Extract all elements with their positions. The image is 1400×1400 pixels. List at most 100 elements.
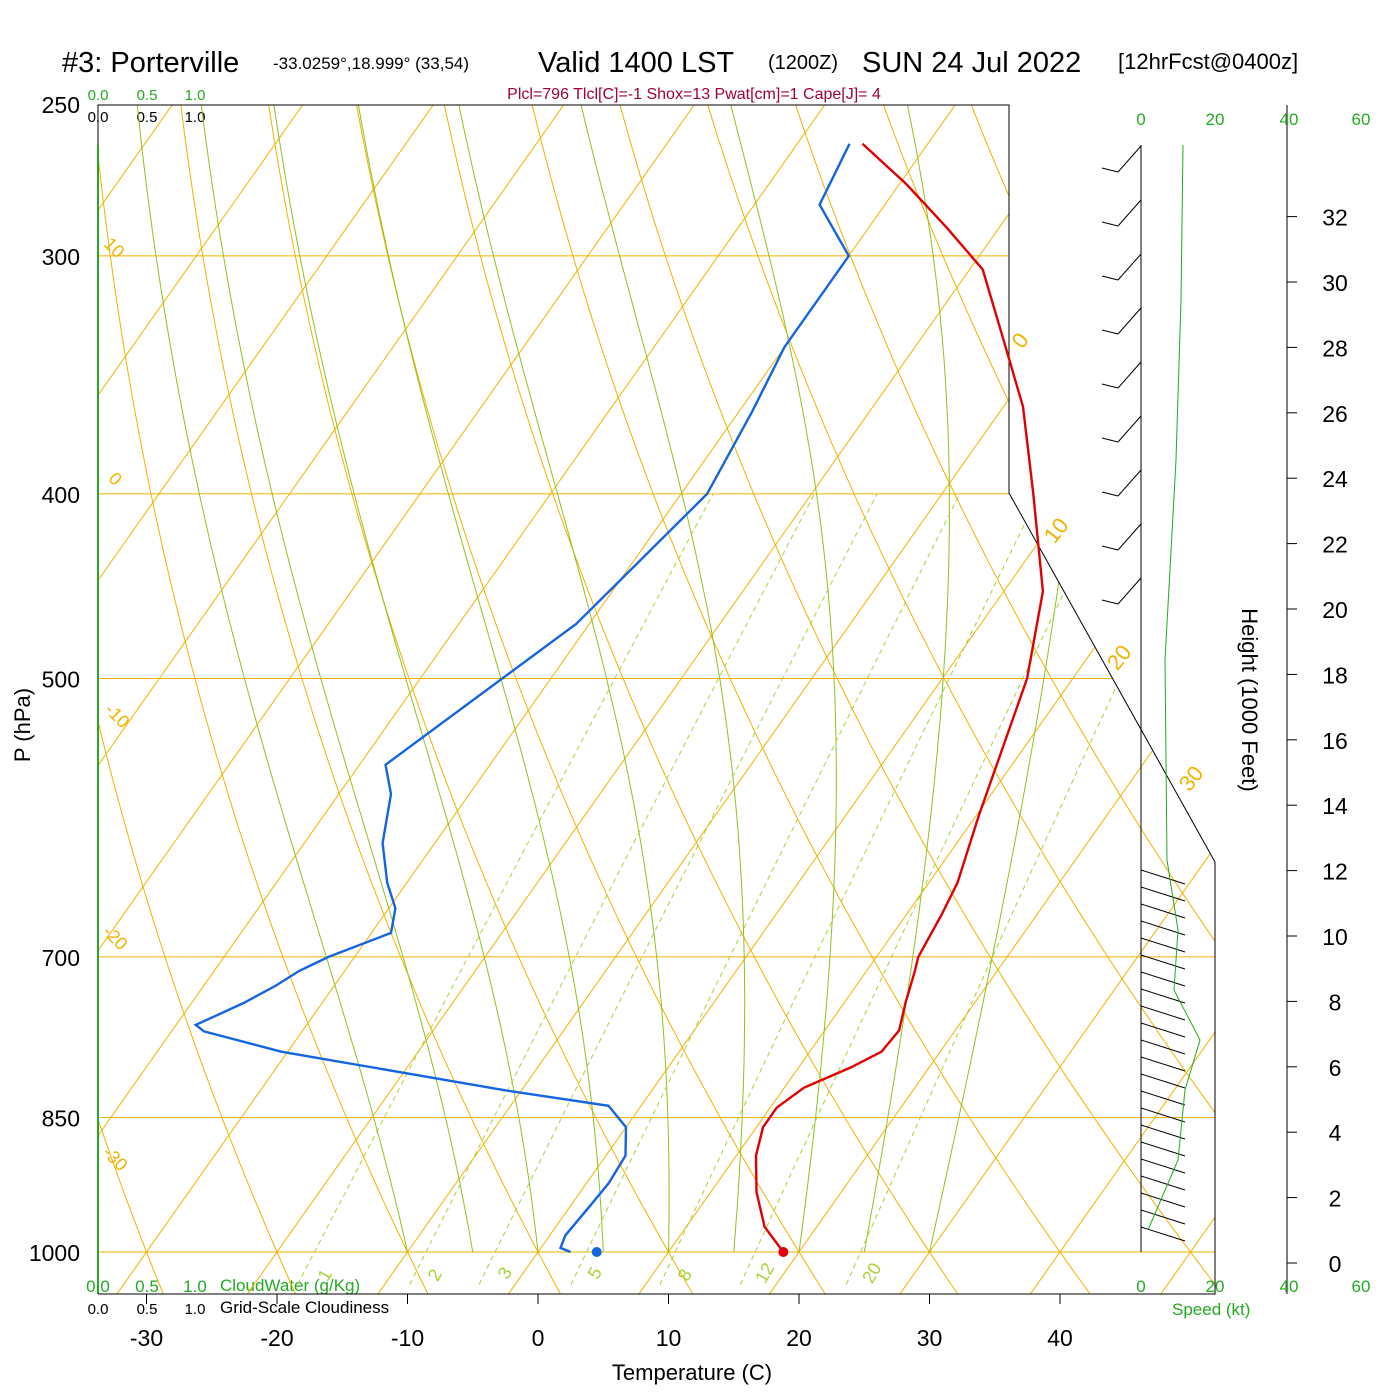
wind-barb — [1140, 869, 1186, 885]
height-tick-label: 6 — [1329, 1055, 1342, 1081]
wind-barb — [1140, 1158, 1186, 1174]
wind-profile — [1101, 144, 1201, 1252]
mixing-ratio-label: 2 — [424, 1266, 446, 1285]
wind-barb-flag — [1101, 221, 1119, 227]
speed-top-tick: 20 — [1206, 110, 1225, 129]
wind-barb-flag — [1101, 167, 1119, 173]
wind-barb — [1117, 145, 1142, 173]
cloudiness-top-tick: 0.5 — [137, 109, 158, 126]
cloudwater-label: CloudWater (g/Kg) — [220, 1276, 360, 1295]
dry-adiabat — [1068, 105, 1215, 1294]
isotherm — [0, 0, 41, 1360]
speed-bottom-tick: 40 — [1280, 1277, 1299, 1296]
temperature-axis: -30 -20 -10 0 10 20 30 40 — [98, 1293, 1215, 1351]
height-tick-label: 30 — [1322, 270, 1348, 296]
moist-adiabat — [730, 105, 837, 1253]
dry-adiabat — [739, 105, 1215, 1294]
height-tick-label: 18 — [1322, 662, 1348, 688]
moist-adiabat — [200, 105, 474, 1253]
forecast-info: [12hrFcst@0400z] — [1118, 49, 1298, 74]
wind-barb — [1140, 1022, 1186, 1038]
wind-barb-flag — [1101, 599, 1119, 605]
dry-adiabat-label: -30 — [99, 1142, 132, 1175]
x-tick-label: -20 — [260, 1325, 293, 1351]
height-tick-label: 28 — [1322, 335, 1348, 361]
isobar-lines — [98, 255, 1215, 1253]
wind-barb — [1140, 1141, 1186, 1157]
pressure-axis: 250 300 400 500 700 850 1000 — [29, 92, 80, 1266]
wind-barb — [1140, 903, 1186, 919]
dry-adiabat — [821, 105, 1215, 1294]
speed-bottom-tick: 20 — [1206, 1277, 1225, 1296]
zulu-time: (1200Z) — [768, 52, 838, 74]
isotherm-label: 0 — [1006, 328, 1033, 353]
wind-barb — [1140, 1226, 1186, 1242]
speed-bottom-tick: 0 — [1136, 1277, 1145, 1296]
wind-barb — [1140, 1107, 1186, 1123]
wind-barb — [1117, 415, 1142, 443]
x-tick-label: -10 — [391, 1325, 424, 1351]
mixing-ratio-line — [297, 493, 714, 1285]
isotherm — [98, 105, 434, 1294]
isotherm — [722, 105, 1215, 1294]
isotherm-label: 10 — [1039, 513, 1074, 548]
wind-barb-flag — [1101, 545, 1119, 551]
isotherm — [98, 105, 1086, 1294]
p-tick-label: 400 — [42, 482, 80, 508]
sounding-series — [193, 142, 1045, 1257]
p-tick-label: 250 — [42, 92, 80, 118]
speed-top-tick: 0 — [1136, 110, 1145, 129]
height-tick-label: 14 — [1322, 793, 1348, 819]
mixing-ratio-line — [845, 493, 1207, 1285]
moist-adiabat-lines — [136, 105, 1092, 1253]
moist-adiabat — [273, 105, 539, 1253]
speed-axis: 0 20 40 600 20 40 60 — [1136, 110, 1370, 1296]
x-tick-label: 30 — [917, 1325, 943, 1351]
height-tick-label: 22 — [1322, 532, 1348, 558]
wind-barb — [1140, 1192, 1186, 1208]
x-tick-label: 20 — [786, 1325, 812, 1351]
speed-bottom-tick: 60 — [1352, 1277, 1371, 1296]
p-tick-label: 300 — [42, 244, 80, 270]
wind-barb-flag — [1101, 329, 1119, 335]
isotherm — [98, 105, 956, 1294]
wind-barb-flag — [1101, 437, 1119, 443]
height-axis-label: Height (1000 Feet) — [1237, 608, 1262, 791]
speed-top-tick: 40 — [1280, 110, 1299, 129]
dry-adiabat-lines — [98, 105, 1215, 1294]
p-tick-label: 700 — [42, 945, 80, 971]
x-tick-label: 10 — [656, 1325, 682, 1351]
x-tick-label: -30 — [130, 1325, 163, 1351]
x-tick-label: 0 — [532, 1325, 545, 1351]
dry-adiabat-label: -20 — [99, 921, 132, 954]
station-title: #3: Porterville — [62, 47, 239, 79]
mixing-ratio-label: 20 — [858, 1259, 885, 1286]
mixing-ratio-line — [570, 493, 961, 1285]
wind-barb — [1140, 971, 1186, 987]
plot-frame — [97, 104, 1216, 1295]
wind-barb — [1140, 1056, 1186, 1072]
isotherm — [461, 105, 1215, 1294]
p-tick-label: 850 — [42, 1106, 80, 1132]
wind-barb — [1140, 937, 1186, 953]
wind-barb — [1117, 199, 1142, 227]
wind-barb — [1140, 1073, 1186, 1089]
speed-axis-label: Speed (kt) — [1172, 1300, 1250, 1319]
dewpoint-line — [193, 143, 851, 1254]
dry-adiabat — [1151, 105, 1215, 1294]
dry-adiabat — [409, 105, 1005, 1294]
height-tick-label: 2 — [1329, 1186, 1342, 1212]
height-tick-label: 16 — [1322, 728, 1348, 754]
wind-barb-flag — [1101, 383, 1119, 389]
isotherm — [98, 105, 564, 1294]
moist-adiabat — [136, 105, 408, 1253]
cloudwater-bottom-tick: 0.5 — [135, 1277, 159, 1296]
cloudwater-top-tick: 0.0 — [88, 87, 109, 104]
isotherm — [98, 105, 303, 1294]
dry-adiabat — [327, 105, 869, 1294]
wind-barb — [1140, 1005, 1186, 1021]
dry-adiabat-label: 0 — [105, 468, 126, 489]
mixing-ratio-line — [739, 493, 1112, 1285]
wind-barb-flag — [1101, 275, 1119, 281]
